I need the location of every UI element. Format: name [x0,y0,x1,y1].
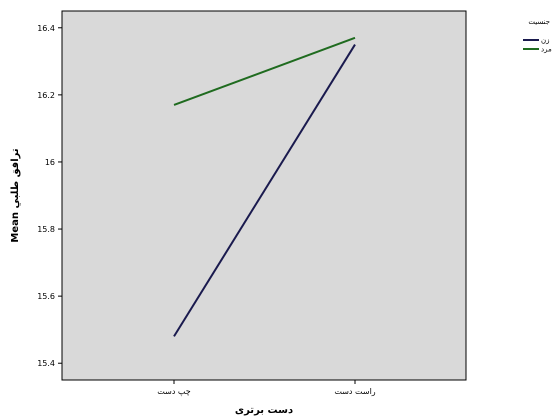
legend-label: مرد [541,46,552,54]
y-tick-label: 15.8 [37,225,55,234]
y-tick-label: 15.6 [37,292,55,301]
series-line-1 [173,36,356,106]
x-tick-label: راست دست [334,387,375,396]
y-tick-label: 16 [45,158,55,167]
series-line-0 [173,44,356,337]
x-axis: چپ دست راست دست [157,380,376,396]
legend-label: زن [541,37,550,45]
y-tick-label: 15.4 [37,359,55,368]
y-tick-label: 16.2 [37,91,55,100]
x-tick-label: چپ دست [157,387,191,396]
y-axis: 15.4 15.6 15.8 16 16.2 16.4 [37,24,62,368]
x-axis-title: دست برتری [235,405,293,416]
series-layer [173,36,356,337]
y-tick-label: 16.4 [37,24,55,33]
legend-title: جنسیت [528,18,550,26]
y-axis-title: Mean ترافق طلبي [10,148,21,242]
plot-area [61,10,467,381]
